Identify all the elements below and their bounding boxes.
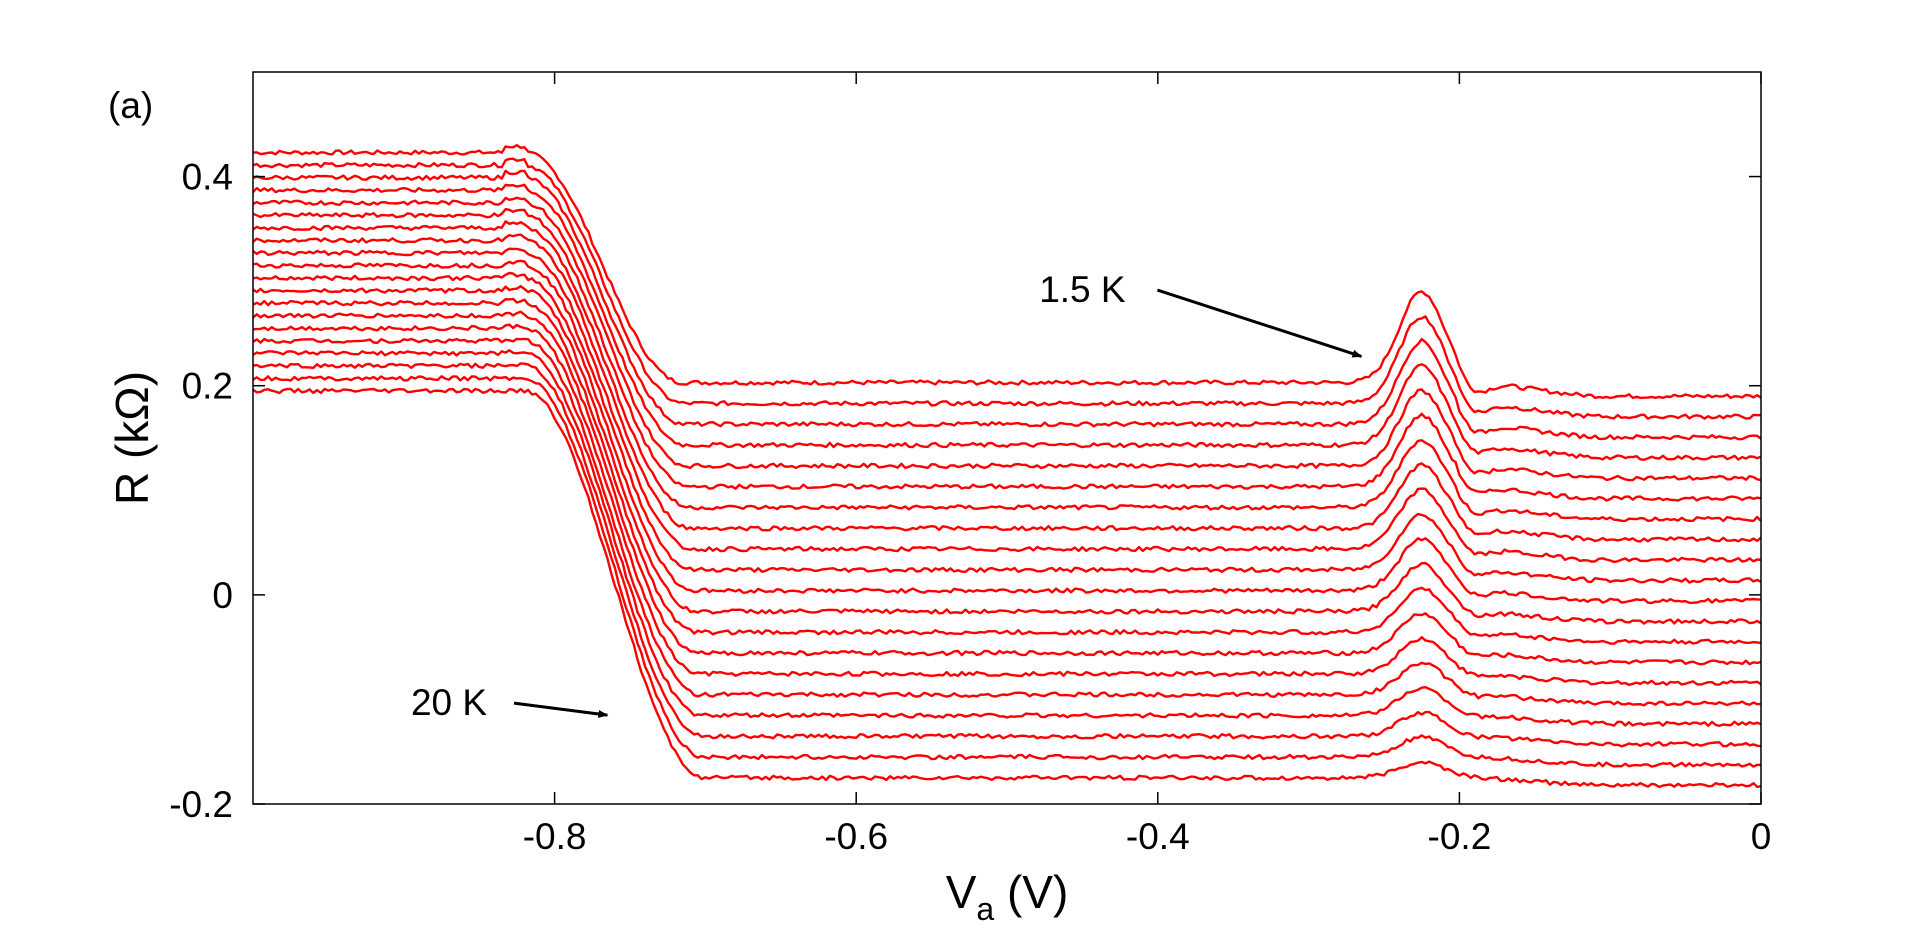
x-tick-label: 0 xyxy=(1751,816,1772,857)
series-line xyxy=(252,285,1762,625)
x-tick-label: -0.2 xyxy=(1428,816,1492,857)
series-line xyxy=(252,247,1762,564)
series-line xyxy=(252,337,1762,707)
annotation-arrow xyxy=(1156,288,1363,358)
x-axis-label-sub: a xyxy=(976,891,994,927)
y-tick-label: -0.2 xyxy=(169,784,233,825)
plot-frame xyxy=(252,71,1762,805)
x-axis-label: Va (V) xyxy=(946,866,1069,927)
y-tick-label: 0.2 xyxy=(182,366,233,407)
series-line xyxy=(252,259,1762,584)
x-tick-label: -0.6 xyxy=(824,816,888,857)
series-line xyxy=(252,208,1762,502)
series-line xyxy=(252,310,1762,666)
x-axis-label-unit: (V) xyxy=(994,866,1068,918)
panel-label: (a) xyxy=(108,85,153,126)
ticks-layer: -0.8 -0.6 -0.4 -0.2 0 -0.2 0 0.2 0.4 xyxy=(169,72,1771,857)
series-layer xyxy=(252,144,1762,789)
series-line xyxy=(252,233,1762,543)
series-line xyxy=(252,183,1762,461)
series-line xyxy=(252,323,1762,686)
y-axis-label: R (kΩ) xyxy=(106,371,158,505)
x-tick-label: -0.4 xyxy=(1126,816,1190,857)
y-tick-label: 0 xyxy=(212,575,233,616)
series-line xyxy=(252,169,1762,441)
series-line xyxy=(252,271,1762,605)
series-line xyxy=(252,220,1762,523)
annotation-label: 20 K xyxy=(411,682,487,723)
series-line xyxy=(252,387,1762,789)
annotation-arrow xyxy=(513,701,609,718)
series-line xyxy=(252,196,1762,482)
series-line xyxy=(252,157,1762,420)
x-tick-label: -0.8 xyxy=(523,816,587,857)
series-line xyxy=(252,144,1762,400)
annotation-layer: 1.5 K 20 K xyxy=(411,269,1363,723)
y-tick-label: 0.4 xyxy=(182,157,233,198)
annotation-label: 1.5 K xyxy=(1039,269,1126,310)
series-line xyxy=(252,375,1762,768)
series-line xyxy=(252,362,1762,748)
series-line xyxy=(252,349,1762,727)
series-line xyxy=(252,297,1762,645)
x-axis-label-main: V xyxy=(946,866,977,918)
